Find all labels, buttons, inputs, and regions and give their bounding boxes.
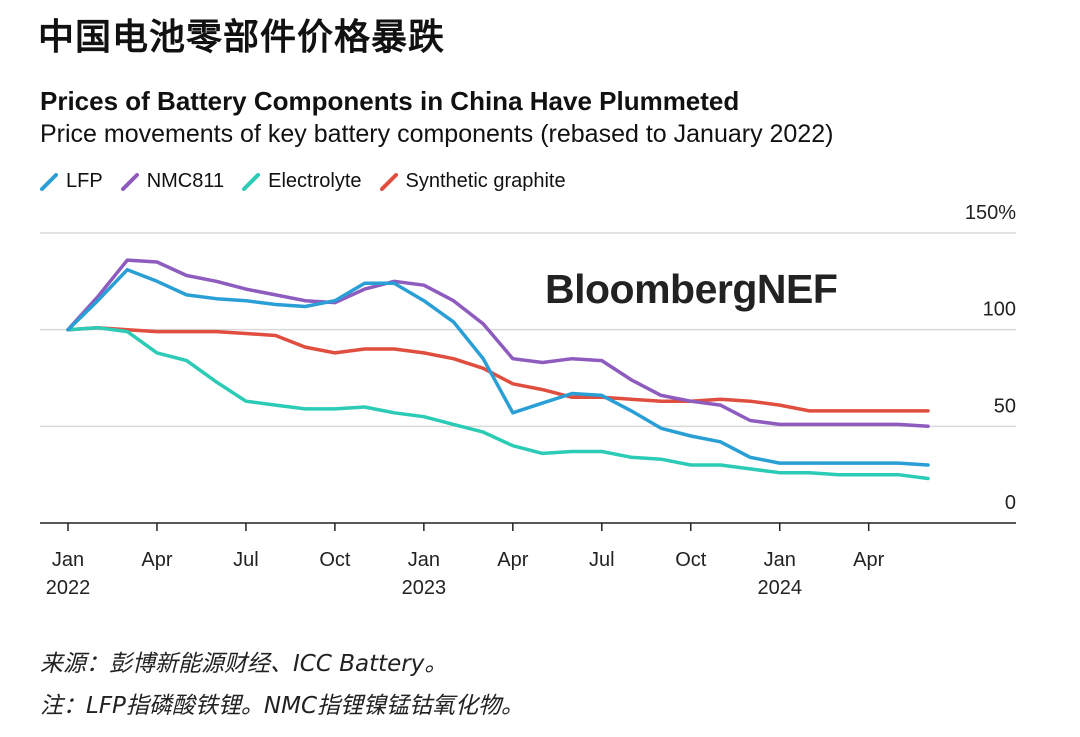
legend-label-nmc811: NMC811 [146, 170, 225, 192]
y-tick-label-50: 50 [994, 395, 1016, 417]
x-tick-label-0: Jan [52, 549, 84, 571]
y-tick-label-150: 150% [965, 202, 1016, 224]
legend-item-synthetic-graphite: Synthetic graphite [379, 170, 566, 193]
x-tick-year-12: 2023 [402, 577, 447, 599]
headline: 中国电池零部件价格暴跌 [38, 17, 446, 58]
y-tick-label-100: 100 [983, 299, 1016, 321]
x-tick-year-0: 2022 [46, 577, 91, 599]
legend-label-electrolyte: Electrolyte [268, 170, 362, 192]
watermark-logo: BloombergNEF [545, 266, 837, 312]
series-line-lfp [66, 267, 930, 467]
x-tick-label-12: Jan [408, 549, 440, 571]
x-tick-label-21: Oct [675, 549, 707, 571]
legend-swatch-nmc811 [120, 172, 139, 191]
source-note: 来源：彭博新能源财经、ICC Battery。 [40, 651, 448, 677]
line-chart: 0 50 100 150% BloombergNEF Jan 2022 Apr Jul Oct Ja… [40, 202, 1016, 599]
x-tick-label-9: Oct [319, 549, 351, 571]
series-line-electrolyte [66, 325, 930, 481]
series-line-nmc811 [66, 258, 930, 429]
legend-swatch-electrolyte [242, 172, 261, 191]
x-tick-label-15: Apr [497, 549, 528, 571]
legend-swatch-synthetic-graphite [379, 172, 398, 191]
x-tick-label-27: Apr [853, 549, 884, 571]
chart-subtitle: Price movements of key battery component… [40, 120, 834, 148]
chart-title: Prices of Battery Components in China Ha… [40, 86, 740, 116]
y-tick-label-0: 0 [1005, 492, 1016, 514]
legend: LFP NMC811 Electrolyte Synthetic graphit… [40, 170, 566, 193]
legend-item-electrolyte: Electrolyte [242, 170, 362, 193]
legend-label-lfp: LFP [66, 170, 103, 192]
x-tick-label-18: Jul [589, 549, 615, 571]
x-tick-year-24: 2024 [757, 577, 802, 599]
legend-item-nmc811: NMC811 [120, 170, 225, 193]
footnote: 注：LFP指磷酸铁锂。NMC指锂镍锰钴氧化物。 [40, 693, 525, 719]
legend-label-synthetic-graphite: Synthetic graphite [405, 170, 566, 192]
x-tick-label-3: Apr [141, 549, 172, 571]
legend-item-lfp: LFP [40, 170, 103, 193]
series-line-synthetic-graphite [66, 325, 930, 413]
x-tick-label-6: Jul [233, 549, 259, 571]
x-tick-label-24: Jan [764, 549, 796, 571]
legend-swatch-lfp [40, 172, 58, 191]
